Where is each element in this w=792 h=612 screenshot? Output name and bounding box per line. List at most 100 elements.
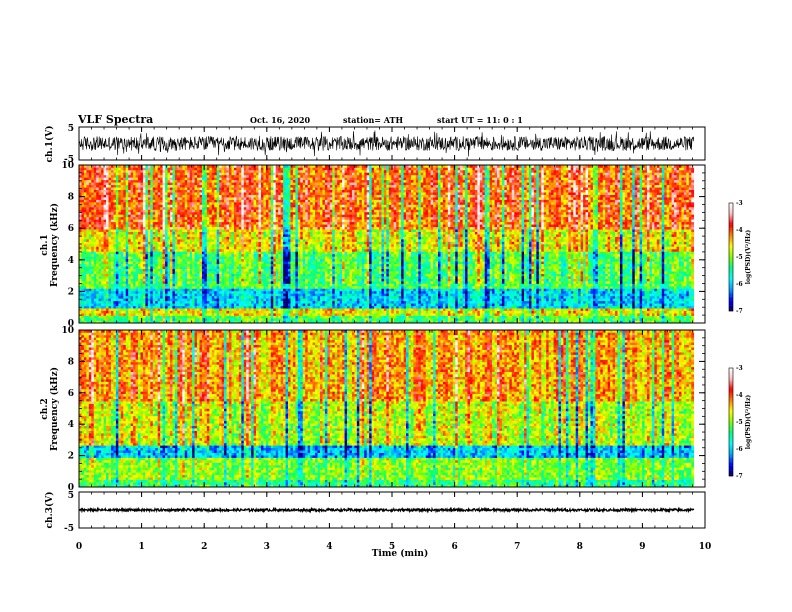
spectrogram-cell [271,318,274,321]
spectrogram-cell [335,318,338,321]
spectrogram-cell [330,293,333,296]
spectrogram-cell [359,298,362,301]
spectrogram-cell [278,311,281,314]
spectrogram-cell [313,296,316,299]
spectrogram-cell [254,296,257,299]
spectrogram-cell [172,306,175,309]
spectrogram-cell [440,313,443,316]
spectrogram-cell [273,298,276,301]
spectrogram-cell [502,318,505,321]
spectrogram-cell [303,303,306,306]
spectrogram-cell [126,298,129,301]
spectrogram-cell [332,296,335,299]
spectrogram-cell [367,293,370,296]
spectrogram-cell [485,318,488,321]
spectrogram-cell [418,308,421,311]
spectrogram-cell [654,316,657,319]
spectrogram-cell [436,311,439,314]
spectrogram-cell [590,298,593,301]
spectrogram-cell [217,316,220,319]
spectrogram-cell [357,316,360,319]
spectrogram-cell [172,303,175,306]
spectrogram-cell [672,298,675,301]
spectrogram-cell [369,301,372,304]
spectrogram-cell [121,306,124,309]
spectrogram-cell [647,296,650,299]
spectrogram-cell [310,296,313,299]
spectrogram-cell [150,313,153,316]
spectrogram-cell [212,316,215,319]
spectrogram-cell [536,316,539,319]
spectrogram-cell [207,318,210,321]
spectrogram-cell [654,311,657,314]
spectrogram-cell [318,311,321,314]
spectrogram-cell [509,298,512,301]
spectrogram-cell [106,296,109,299]
spectrogram-cell [229,308,232,311]
spectrogram-cell [121,308,124,311]
spectrogram-cell [539,316,542,319]
spectrogram-cell [620,313,623,316]
spectrogram-cell [266,306,269,309]
spectrogram-cell [261,301,264,304]
spectrogram-cell [121,311,124,314]
spectrogram-cell [416,316,419,319]
spectrogram-cell [593,306,596,309]
spectrogram-cell [155,318,158,321]
spectrogram-cell [96,306,99,309]
spectrogram-cell [305,313,308,316]
spectrogram-cell [89,308,92,311]
spectrogram-cell [477,296,480,299]
spectrogram-cell [271,293,274,296]
spectrogram-cell [514,293,517,296]
spectrogram-cell [534,301,537,304]
spectrogram-cell [531,308,534,311]
spectrogram-cell [522,318,525,321]
spectrogram-cell [185,308,188,311]
spectrogram-cell [271,313,274,316]
spectrogram-cell [549,293,552,296]
spectrogram-cell [561,313,564,316]
spectrogram-cell [411,298,414,301]
spectrogram-cell [563,313,566,316]
spectrogram-cell [647,298,650,301]
spectrogram-cell [504,293,507,296]
spectrogram-cell [261,296,264,299]
spectrogram-cell [99,313,102,316]
spectrogram-cell [647,293,650,296]
spectrogram-cell [305,293,308,296]
spectrogram-cell [185,291,188,294]
spectrogram-cell [377,311,380,314]
spectrogram-cell [691,316,694,319]
spectrogram-cell [622,303,625,306]
spectrogram-cell [175,311,178,314]
spectrogram-cell [669,318,672,321]
spectrogram-cell [185,316,188,319]
spectrogram-cell [116,293,119,296]
spectrogram-cell [175,296,178,299]
spectrogram-cell [300,301,303,304]
spectrogram-cell [190,301,193,304]
spectrogram-cell [571,306,574,309]
spectrogram-cell [546,301,549,304]
spectrogram-cell [91,311,94,314]
spectrogram-cell [541,318,544,321]
spectrogram-cell [271,311,274,314]
spectrogram-cell [86,293,89,296]
spectrogram-cell [192,291,195,294]
spectrogram-cell [372,311,375,314]
spectrogram-cell [352,313,355,316]
spectrogram-cell [123,318,126,321]
spectrogram-cell [470,313,473,316]
spectrogram-cell [283,293,286,296]
spectrogram-cell [172,298,175,301]
spectrogram-cell [290,313,293,316]
spectrogram-cell [566,311,569,314]
spectrogram-cell [165,303,168,306]
spectrogram-cell [534,296,537,299]
spectrogram-cell [121,301,124,304]
spectrogram-cell [239,306,242,309]
spectrogram-cell [256,316,259,319]
spectrogram-cell [529,303,532,306]
spectrogram-cell [625,296,628,299]
